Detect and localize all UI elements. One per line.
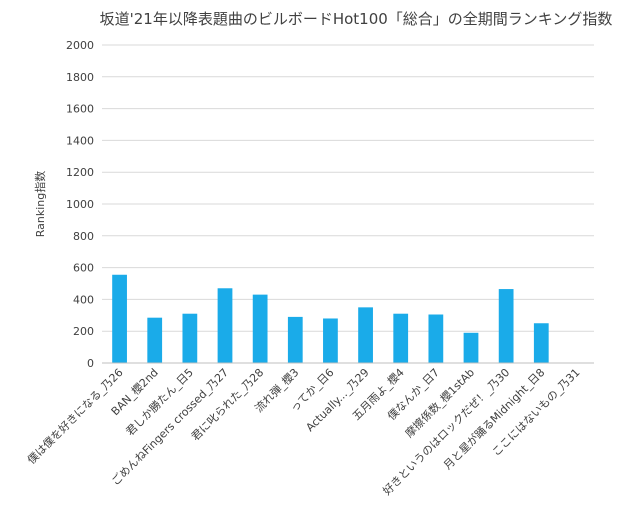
bar <box>182 313 198 363</box>
y-tick-label: 1800 <box>66 71 94 84</box>
bar <box>498 289 514 363</box>
y-tick-label: 200 <box>73 325 94 338</box>
chart-title: 坂道'21年以降表題曲のビルボードHot100「総合」の全期間ランキング指数 <box>100 10 613 28</box>
y-tick-label: 600 <box>73 262 94 275</box>
y-tick-label: 1200 <box>66 166 94 179</box>
bar <box>323 318 338 363</box>
gridlines <box>102 44 594 332</box>
x-axis-ticks: 僕は僕を好きになる_乃26BAN_櫻2nd君しか勝たん_日5ごめんねFinger… <box>24 365 582 498</box>
y-tick-label: 2000 <box>66 39 94 52</box>
bar <box>252 294 268 363</box>
bar <box>112 274 127 363</box>
bars <box>112 274 549 363</box>
y-tick-label: 1600 <box>66 103 94 116</box>
y-tick-label: 800 <box>73 230 94 243</box>
y-tick-label: 1000 <box>66 198 94 211</box>
x-tick-label: 僕は僕を好きになる_乃26 <box>24 365 125 466</box>
x-tick-label: 好きというのはロックだぜ！_乃30 <box>380 365 513 498</box>
bar <box>147 317 163 363</box>
y-axis-ticks: 0 200 400 600 800 1000 1200 1400 1600 1800 2000 <box>66 39 94 370</box>
y-tick-label: 400 <box>73 293 94 306</box>
y-tick-label: 0 <box>87 357 94 370</box>
bar <box>463 332 479 363</box>
bar <box>358 307 373 363</box>
bar <box>393 313 409 363</box>
bar <box>428 314 444 363</box>
y-axis-label: Ranking指数 <box>33 171 47 238</box>
bar <box>533 323 549 363</box>
bar <box>287 316 303 363</box>
bar <box>217 288 233 363</box>
x-tick-label: Actually..._乃29 <box>303 366 371 434</box>
y-tick-label: 1400 <box>66 134 94 147</box>
